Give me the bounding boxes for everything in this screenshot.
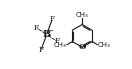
Text: O: O (79, 43, 86, 51)
Text: CH₃: CH₃ (54, 42, 67, 48)
Text: CH₃: CH₃ (98, 42, 110, 48)
Text: CH₃: CH₃ (76, 12, 89, 18)
Text: +: + (82, 44, 86, 49)
Text: F: F (34, 24, 39, 32)
Text: −: − (48, 28, 53, 32)
Text: F: F (39, 46, 44, 54)
Text: F: F (50, 15, 55, 23)
Text: B: B (43, 30, 51, 39)
Text: F: F (54, 37, 60, 45)
